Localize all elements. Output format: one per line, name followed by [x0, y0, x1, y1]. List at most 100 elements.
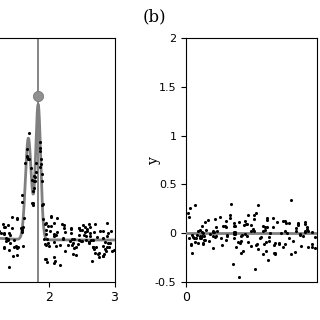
Point — [297, 232, 302, 237]
Point — [105, 240, 110, 245]
Point — [32, 173, 37, 178]
Point — [32, 179, 37, 184]
Point — [190, 235, 195, 240]
Point — [217, 214, 222, 220]
Point — [213, 224, 218, 229]
Point — [20, 192, 25, 197]
Point — [303, 219, 308, 224]
Point — [14, 245, 19, 251]
Point — [52, 231, 57, 236]
Point — [194, 232, 199, 237]
Point — [11, 253, 16, 258]
Point — [195, 229, 200, 234]
Point — [43, 256, 48, 261]
Point — [47, 228, 52, 234]
Point — [205, 217, 211, 222]
Point — [283, 228, 288, 233]
Point — [100, 228, 106, 233]
Point — [106, 231, 111, 236]
Point — [78, 239, 84, 244]
Point — [0, 231, 4, 236]
Point — [303, 221, 308, 226]
Point — [255, 242, 260, 247]
Point — [20, 226, 25, 231]
Point — [224, 233, 229, 238]
Point — [305, 228, 310, 234]
Point — [19, 229, 24, 235]
Point — [212, 229, 217, 235]
Point — [264, 239, 269, 244]
Point — [51, 234, 56, 239]
Point — [87, 233, 92, 238]
Point — [37, 149, 43, 154]
Point — [6, 264, 12, 269]
Point — [100, 254, 105, 259]
Point — [60, 221, 65, 226]
Point — [295, 221, 300, 226]
Point — [212, 216, 218, 221]
Point — [79, 228, 84, 233]
Point — [294, 226, 299, 231]
Point — [194, 236, 199, 241]
Point — [233, 245, 238, 250]
Point — [68, 226, 74, 231]
Point — [211, 245, 216, 251]
Point — [6, 231, 11, 236]
Point — [227, 212, 232, 217]
Point — [202, 237, 207, 243]
Point — [245, 239, 251, 244]
Point — [48, 224, 53, 229]
Text: (b): (b) — [142, 9, 166, 26]
Point — [309, 230, 314, 235]
Point — [13, 244, 18, 249]
Point — [306, 244, 311, 250]
Point — [260, 228, 265, 233]
Point — [282, 241, 287, 246]
Point — [38, 156, 43, 161]
Point — [186, 236, 191, 241]
Point — [243, 218, 248, 223]
Point — [94, 244, 99, 250]
Point — [84, 228, 89, 233]
Point — [60, 236, 66, 242]
Point — [109, 228, 114, 233]
Point — [9, 215, 14, 220]
Point — [55, 215, 60, 220]
Point — [30, 202, 35, 207]
Point — [199, 234, 204, 239]
Point — [0, 222, 5, 227]
Point — [262, 227, 267, 232]
Point — [189, 250, 194, 255]
Point — [288, 251, 293, 256]
Point — [104, 234, 109, 239]
Point — [302, 228, 308, 234]
Point — [237, 241, 242, 246]
Text: y: y — [147, 156, 161, 164]
Point — [87, 225, 92, 230]
Point — [14, 253, 19, 258]
Point — [71, 252, 76, 257]
Point — [33, 170, 38, 175]
Point — [6, 248, 11, 253]
Point — [72, 237, 77, 242]
Point — [249, 228, 254, 233]
Point — [86, 240, 91, 245]
Point — [42, 257, 47, 262]
Point — [251, 212, 256, 218]
Point — [61, 222, 66, 227]
Point — [51, 260, 56, 266]
Point — [201, 240, 206, 245]
Point — [100, 243, 106, 248]
Point — [2, 225, 7, 230]
Point — [199, 224, 204, 229]
Point — [83, 224, 88, 229]
Point — [70, 241, 76, 246]
Point — [44, 243, 49, 248]
Point — [200, 229, 205, 235]
Point — [212, 234, 217, 239]
Point — [11, 244, 16, 250]
Point — [219, 236, 224, 241]
Point — [260, 252, 265, 257]
Point — [260, 224, 266, 229]
Point — [86, 239, 91, 244]
